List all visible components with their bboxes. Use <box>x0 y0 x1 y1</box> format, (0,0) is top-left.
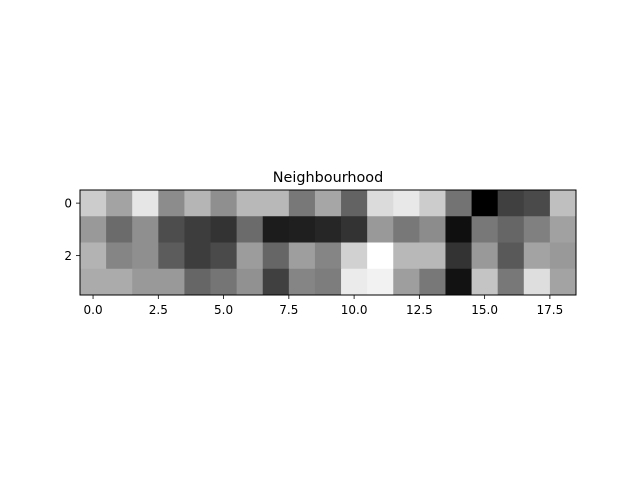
heatmap-cell-r1-c9 <box>314 216 342 243</box>
heatmap-cell-r0-c1 <box>106 190 133 217</box>
heatmap-cell-r0-c9 <box>314 190 342 217</box>
heatmap-cell-r1-c10 <box>341 216 368 243</box>
heatmap-cell-r2-c12 <box>393 242 420 270</box>
heatmap-cell-r1-c2 <box>132 216 159 243</box>
heatmap-cells <box>80 190 577 296</box>
heatmap-cell-r2-c6 <box>236 242 264 270</box>
y-tick-label: 2 <box>64 249 72 263</box>
x-tick-label: 0.0 <box>84 303 103 317</box>
heatmap-cell-r1-c15 <box>471 216 499 243</box>
heatmap-cell-r3-c15 <box>471 268 499 296</box>
heatmap-cell-r0-c17 <box>523 190 551 217</box>
heatmap-cell-r0-c18 <box>549 190 577 217</box>
heatmap-cell-r2-c7 <box>262 242 290 270</box>
heatmap-cell-r3-c18 <box>549 268 577 296</box>
heatmap-cell-r2-c18 <box>549 242 577 270</box>
heatmap-cell-r1-c18 <box>549 216 577 243</box>
heatmap-cell-r3-c8 <box>288 268 316 296</box>
x-axis: 0.0 2.5 5.0 7.5 10.0 12.5 15.0 17.5 <box>84 295 564 317</box>
heatmap-cell-r1-c5 <box>210 216 238 243</box>
heatmap-cell-r2-c2 <box>132 242 159 270</box>
heatmap-cell-r3-c10 <box>341 268 368 296</box>
x-tick-label: 10.0 <box>341 303 368 317</box>
heatmap-cell-r3-c9 <box>314 268 342 296</box>
heatmap-cell-r3-c2 <box>132 268 159 296</box>
heatmap-cell-r0-c5 <box>210 190 238 217</box>
heatmap-cell-r3-c7 <box>262 268 290 296</box>
heatmap-cell-r1-c3 <box>158 216 185 243</box>
heatmap-cell-r0-c8 <box>288 190 316 217</box>
heatmap-cell-r2-c8 <box>288 242 316 270</box>
heatmap-cell-r3-c1 <box>106 268 133 296</box>
heatmap-cell-r3-c6 <box>236 268 264 296</box>
heatmap-cell-r0-c4 <box>184 190 211 217</box>
heatmap-cell-r2-c9 <box>314 242 342 270</box>
heatmap-cell-r0-c10 <box>341 190 368 217</box>
plot-frame <box>79 189 577 296</box>
heatmap-cell-r2-c0 <box>80 242 107 270</box>
heatmap-cell-r3-c13 <box>419 268 446 296</box>
heatmap-cell-r2-c15 <box>471 242 499 270</box>
heatmap-cell-r2-c14 <box>445 242 472 270</box>
heatmap-cell-r0-c13 <box>419 190 446 217</box>
x-tick-label: 12.5 <box>406 303 433 317</box>
heatmap-cell-r0-c2 <box>132 190 159 217</box>
heatmap-cell-r2-c5 <box>210 242 238 270</box>
heatmap-cell-r1-c0 <box>80 216 107 243</box>
heatmap-cell-r0-c14 <box>445 190 472 217</box>
heatmap-cell-r1-c12 <box>393 216 420 243</box>
heatmap-cell-r1-c14 <box>445 216 472 243</box>
heatmap-cell-r2-c3 <box>158 242 185 270</box>
heatmap-cell-r1-c7 <box>262 216 290 243</box>
heatmap-cell-r2-c13 <box>419 242 446 270</box>
x-tick-label: 5.0 <box>214 303 233 317</box>
heatmap-cell-r1-c11 <box>367 216 394 243</box>
heatmap-cell-r1-c16 <box>497 216 525 243</box>
heatmap-cell-r2-c10 <box>341 242 368 270</box>
heatmap-cell-r1-c4 <box>184 216 211 243</box>
heatmap-cell-r1-c13 <box>419 216 446 243</box>
x-tick-label: 15.0 <box>471 303 498 317</box>
heatmap-cell-r3-c16 <box>497 268 525 296</box>
heatmap-cell-r3-c14 <box>445 268 472 296</box>
heatmap-cell-r3-c0 <box>80 268 107 296</box>
chart-title: Neighbourhood <box>273 170 383 186</box>
heatmap-cell-r3-c3 <box>158 268 185 296</box>
heatmap-cell-r0-c15 <box>471 190 499 217</box>
x-tick-label: 7.5 <box>279 303 298 317</box>
heatmap-cell-r3-c11 <box>367 268 394 296</box>
y-tick-label: 0 <box>64 197 72 211</box>
heatmap-cell-r2-c17 <box>523 242 551 270</box>
heatmap-cell-r3-c4 <box>184 268 211 296</box>
heatmap-cell-r0-c11 <box>367 190 394 217</box>
heatmap-cell-r2-c11 <box>367 242 394 270</box>
heatmap-cell-r0-c16 <box>497 190 525 217</box>
heatmap-cell-r3-c5 <box>210 268 238 296</box>
heatmap-cell-r3-c17 <box>523 268 551 296</box>
heatmap-cell-r2-c16 <box>497 242 525 270</box>
heatmap-cell-r2-c1 <box>106 242 133 270</box>
heatmap-cell-r1-c6 <box>236 216 264 243</box>
heatmap-cell-r3-c12 <box>393 268 420 296</box>
heatmap-cell-r0-c3 <box>158 190 185 217</box>
heatmap-cell-r1-c17 <box>523 216 551 243</box>
heatmap-cell-r1-c1 <box>106 216 133 243</box>
heatmap-cell-r0-c7 <box>262 190 290 217</box>
heatmap-cell-r0-c12 <box>393 190 420 217</box>
x-tick-label: 2.5 <box>149 303 168 317</box>
heatmap-cell-r0-c0 <box>80 190 107 217</box>
heatmap-cell-r2-c4 <box>184 242 211 270</box>
y-axis: 02 <box>64 197 80 263</box>
heatmap-cell-r1-c8 <box>288 216 316 243</box>
heatmap-cell-r0-c6 <box>236 190 264 217</box>
x-tick-label: 17.5 <box>537 303 564 317</box>
